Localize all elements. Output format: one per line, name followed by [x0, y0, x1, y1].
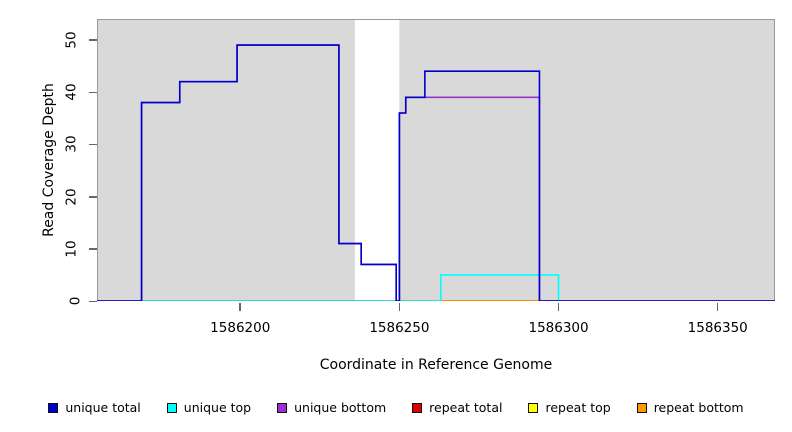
y-tick-label-20: 20 — [63, 187, 80, 206]
x-axis-title: Coordinate in Reference Genome — [319, 357, 553, 373]
x-tick-label-1586200: 1586200 — [210, 320, 271, 336]
legend-label: unique bottom — [294, 400, 387, 415]
legend-swatch-icon — [277, 403, 288, 413]
legend-item-repeat-total[interactable]: repeat total — [412, 400, 503, 415]
y-tick-label-0: 0 — [67, 296, 84, 306]
plot-background — [97, 19, 775, 301]
x-tick-label-1586300: 1586300 — [528, 320, 589, 336]
legend-label: repeat bottom — [653, 400, 744, 415]
y-tick-mark-40 — [89, 91, 97, 94]
legend-item-repeat-top[interactable]: repeat top — [528, 400, 611, 415]
x-tick-mark-1586300 — [557, 303, 560, 311]
x-tick-label-1586250: 1586250 — [369, 320, 430, 336]
x-tick-mark-1586200 — [239, 303, 241, 311]
legend-swatch-icon — [412, 403, 423, 413]
y-tick-label-10: 10 — [63, 240, 80, 258]
y-tick-label-50: 50 — [63, 31, 80, 49]
coverage-plot-svg — [97, 19, 775, 301]
legend-swatch-icon — [48, 403, 59, 413]
series-line-unique-top — [97, 274, 775, 301]
legend-swatch-icon — [166, 403, 177, 413]
y-tick-mark-50 — [89, 39, 97, 41]
legend-label: unique total — [65, 400, 141, 415]
x-tick-label-1586350: 1586350 — [687, 320, 748, 336]
legend-swatch-icon — [636, 403, 647, 413]
y-axis-tick-labels: 0 10 20 30 40 50 — [52, 0, 83, 432]
y-tick-mark-30 — [89, 143, 97, 146]
legend-label: repeat top — [545, 400, 611, 415]
y-tick-label-40: 40 — [63, 83, 80, 101]
legend-swatch-icon — [528, 403, 539, 413]
no-data-gap-region — [354, 19, 400, 301]
x-tick-mark-1586250 — [398, 303, 401, 311]
y-tick-mark-10 — [89, 248, 97, 250]
legend-item-unique-total[interactable]: unique total — [48, 400, 141, 415]
chart-legend: unique total unique top unique bottom repea… — [0, 396, 792, 420]
legend-label: unique top — [183, 400, 252, 415]
series-line-unique-total — [97, 44, 775, 301]
y-tick-label-30: 30 — [63, 135, 80, 153]
legend-item-repeat-bottom[interactable]: repeat bottom — [636, 400, 744, 415]
legend-label: repeat total — [429, 400, 503, 415]
plot-panel — [97, 19, 775, 301]
legend-item-unique-bottom[interactable]: unique bottom — [277, 400, 387, 415]
x-tick-mark-1586350 — [716, 303, 719, 311]
y-tick-mark-0 — [89, 300, 97, 302]
legend-item-unique-top[interactable]: unique top — [166, 400, 252, 415]
y-tick-mark-20 — [89, 196, 97, 198]
